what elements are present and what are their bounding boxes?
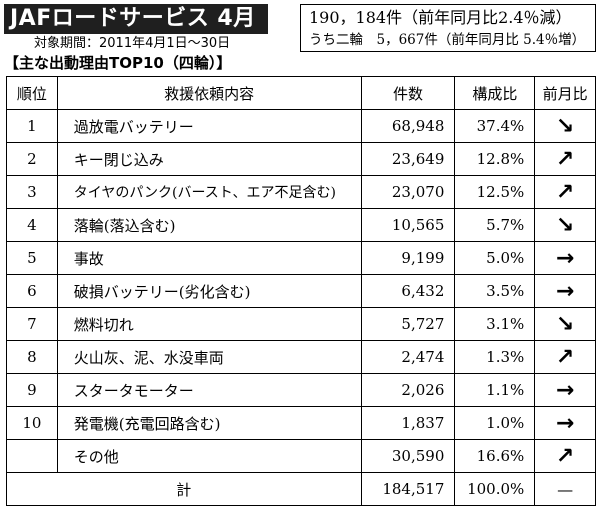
summary-total: 190，184件（前年同月比2.4％減） <box>309 8 572 27</box>
rank-cell: 1 <box>6 109 58 143</box>
count-cell: 2,026 <box>360 373 456 407</box>
table-row: 8 火山灰、泥、水没車両 2,474 1.3% ↗ <box>6 340 596 374</box>
count-cell: 1,837 <box>360 406 456 440</box>
table-row: 9 スタータモーター 2,026 1.1% → <box>6 373 596 407</box>
count-cell: 2,474 <box>360 340 456 374</box>
trend-arrow-icon: ↗ <box>534 340 596 374</box>
count-cell: 6,432 <box>360 274 456 308</box>
header-count: 件数 <box>360 76 456 110</box>
period-text: 対象期間：2011年4月1日〜30日 <box>34 36 231 51</box>
trend-arrow-icon: ↘ <box>534 307 596 341</box>
reason-cell: スタータモーター <box>56 373 362 407</box>
header-trend: 前月比 <box>534 76 596 110</box>
reason-cell: 燃料切れ <box>56 307 362 341</box>
count-cell: 23,649 <box>360 142 456 176</box>
ratio-cell: 37.4% <box>454 109 536 143</box>
reason-cell: タイヤのパンク(バースト、エア不足含む) <box>56 175 362 209</box>
reason-cell: 破損バッテリー(劣化含む) <box>56 274 362 308</box>
trend-arrow-icon: ↘ <box>534 109 596 143</box>
ratio-cell: 3.5% <box>454 274 536 308</box>
total-count: 184,517 <box>360 472 456 506</box>
rank-cell: 3 <box>6 175 58 209</box>
reason-cell: 事故 <box>56 241 362 275</box>
count-cell: 9,199 <box>360 241 456 275</box>
table-body: 1 過放電バッテリー 68,948 37.4% ↘ 2 キー閉じ込み 23,64… <box>6 109 596 506</box>
reason-cell: 過放電バッテリー <box>56 109 362 143</box>
ratio-cell: 1.0% <box>454 406 536 440</box>
total-trend: — <box>534 472 596 506</box>
table-row: 5 事故 9,199 5.0% → <box>6 241 596 275</box>
rank-cell: 4 <box>6 208 58 242</box>
header-ratio: 構成比 <box>454 76 536 110</box>
ratio-cell: 1.3% <box>454 340 536 374</box>
table-row: 6 破損バッテリー(劣化含む) 6,432 3.5% → <box>6 274 596 308</box>
table-row: 4 落輪(落込含む) 10,565 5.7% ↘ <box>6 208 596 242</box>
trend-arrow-icon: ↗ <box>534 142 596 176</box>
rank-cell: 7 <box>6 307 58 341</box>
header-rank: 順位 <box>6 76 58 110</box>
section-heading: 【主な出動理由TOP10（四輪）】 <box>4 54 232 72</box>
total-ratio: 100.0% <box>454 472 536 506</box>
ratio-cell: 12.8% <box>454 142 536 176</box>
ratio-cell: 3.1% <box>454 307 536 341</box>
trend-arrow-icon: → <box>534 373 596 407</box>
trend-arrow-icon: → <box>534 274 596 308</box>
total-label: 計 <box>6 472 362 506</box>
stats-table: 順位 救援依頼内容 件数 構成比 前月比 1 過放電バッテリー 68,948 3… <box>6 76 596 506</box>
ratio-cell: 12.5% <box>454 175 536 209</box>
rank-cell: 10 <box>6 406 58 440</box>
reason-cell: その他 <box>56 439 362 473</box>
rank-cell: 8 <box>6 340 58 374</box>
rank-cell <box>6 439 58 473</box>
table-row: 10 発電機(充電回路含む) 1,837 1.0% → <box>6 406 596 440</box>
rank-cell: 5 <box>6 241 58 275</box>
table-row: 2 キー閉じ込み 23,649 12.8% ↗ <box>6 142 596 176</box>
reason-cell: キー閉じ込み <box>56 142 362 176</box>
reason-cell: 発電機(充電回路含む) <box>56 406 362 440</box>
trend-arrow-icon: → <box>534 406 596 440</box>
trend-arrow-icon: → <box>534 241 596 275</box>
header-reason: 救援依頼内容 <box>56 76 362 110</box>
summary-motorcycle: うち二輪 5，667件（前年同月比 5.4％増） <box>309 32 586 48</box>
page-title: JAFロードサービス 4月 <box>4 4 268 34</box>
reason-cell: 火山灰、泥、水没車両 <box>56 340 362 374</box>
ratio-cell: 5.0% <box>454 241 536 275</box>
count-cell: 10,565 <box>360 208 456 242</box>
table-row: その他 30,590 16.6% ↗ <box>6 439 596 473</box>
trend-arrow-icon: ↘ <box>534 208 596 242</box>
count-cell: 30,590 <box>360 439 456 473</box>
count-cell: 23,070 <box>360 175 456 209</box>
trend-arrow-icon: ↗ <box>534 439 596 473</box>
rank-cell: 6 <box>6 274 58 308</box>
header-row: 順位 救援依頼内容 件数 構成比 前月比 <box>6 76 596 110</box>
rank-cell: 2 <box>6 142 58 176</box>
table-row: 1 過放電バッテリー 68,948 37.4% ↘ <box>6 109 596 143</box>
table-row: 7 燃料切れ 5,727 3.1% ↘ <box>6 307 596 341</box>
table-row: 3 タイヤのパンク(バースト、エア不足含む) 23,070 12.5% ↗ <box>6 175 596 209</box>
ratio-cell: 5.7% <box>454 208 536 242</box>
trend-arrow-icon: ↗ <box>534 175 596 209</box>
rank-cell: 9 <box>6 373 58 407</box>
ratio-cell: 1.1% <box>454 373 536 407</box>
count-cell: 5,727 <box>360 307 456 341</box>
total-row: 計 184,517 100.0% — <box>6 472 596 506</box>
reason-cell: 落輪(落込含む) <box>56 208 362 242</box>
ratio-cell: 16.6% <box>454 439 536 473</box>
count-cell: 68,948 <box>360 109 456 143</box>
summary-box: 190，184件（前年同月比2.4％減） うち二輪 5，667件（前年同月比 5… <box>300 4 596 52</box>
